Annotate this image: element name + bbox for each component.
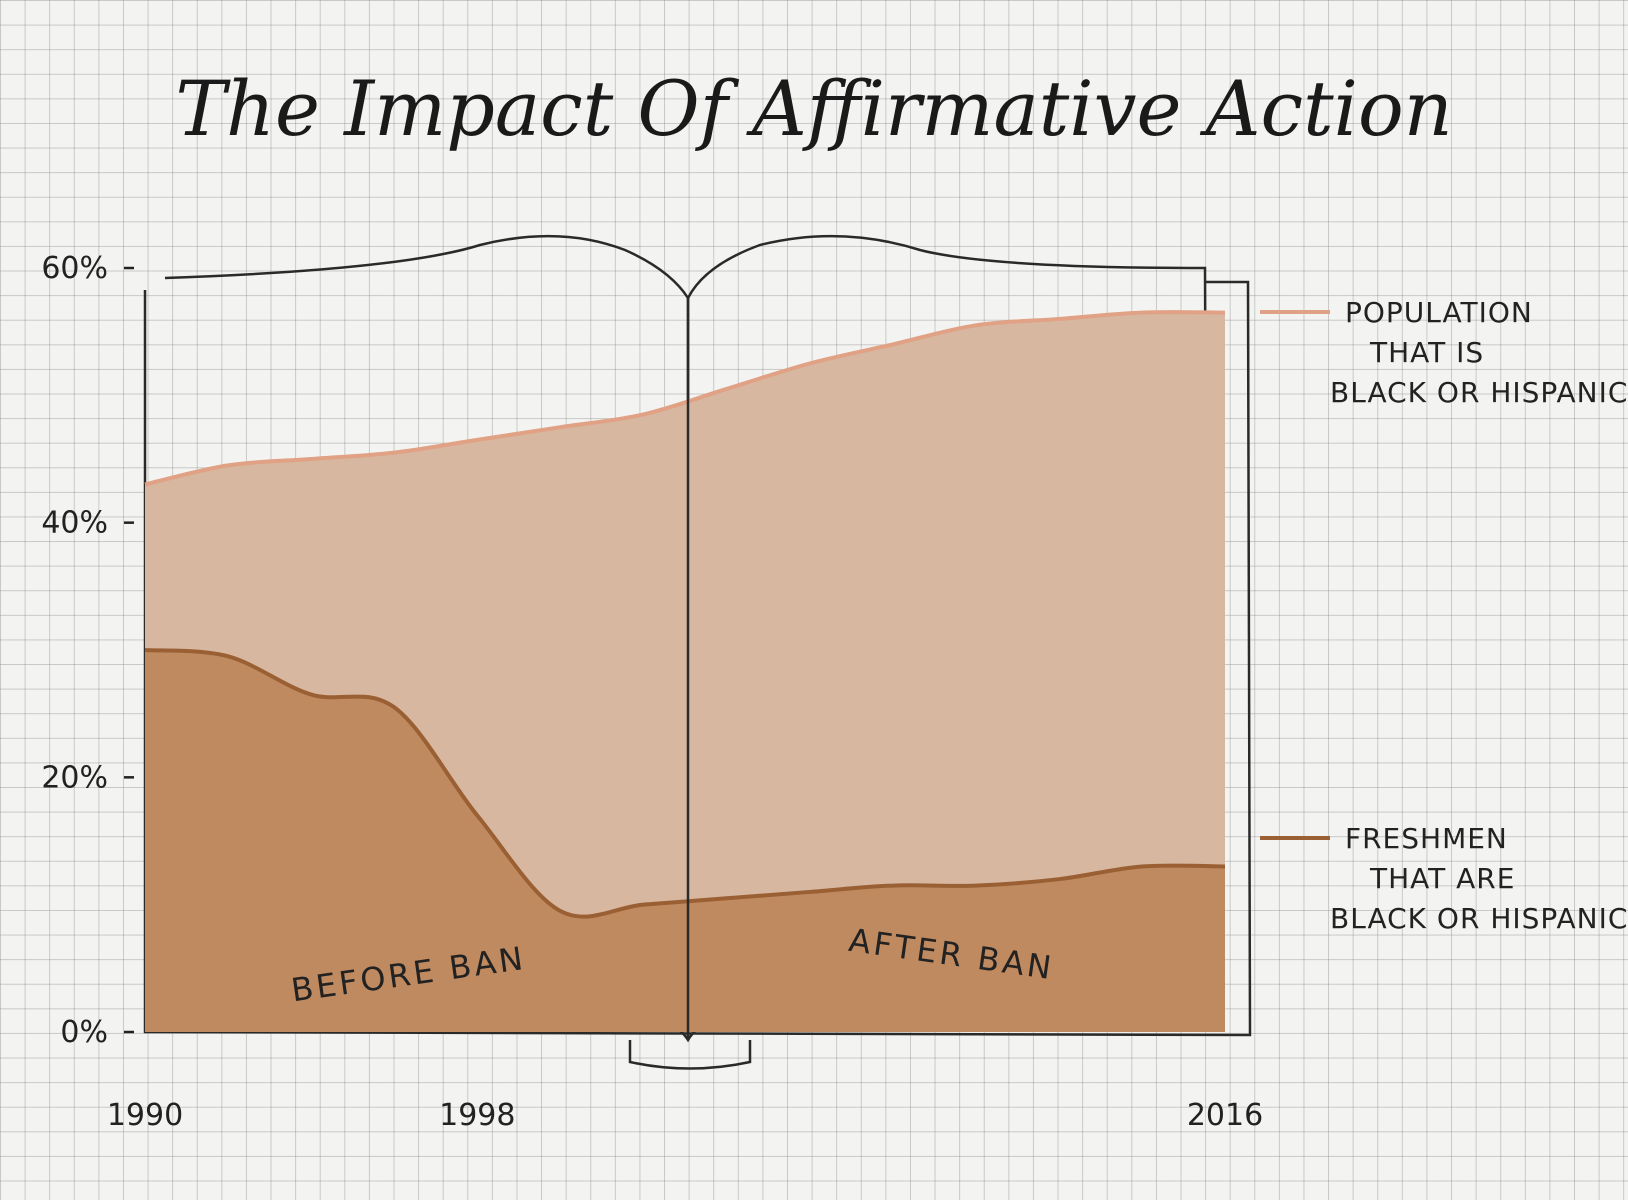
y-tick-label: 20% xyxy=(41,760,108,795)
y-axis: 0% 20% 40% 60% xyxy=(41,251,134,1050)
y-tick-label: 60% xyxy=(41,251,108,286)
legend-label-1: THAT ARE xyxy=(1369,862,1515,895)
legend-label-1: BLACK OR HISPANIC xyxy=(1330,902,1628,935)
area-series-1 xyxy=(145,650,1225,1032)
line-series-0 xyxy=(144,310,1226,487)
x-tick-label: 1998 xyxy=(439,1098,515,1133)
x-tick-label: 1990 xyxy=(107,1098,183,1133)
legend-label-0: BLACK OR HISPANIC xyxy=(1330,376,1628,409)
legend-label-0: POPULATION xyxy=(1345,296,1533,329)
legend-label-1: FRESHMEN xyxy=(1345,822,1508,855)
x-tick-label: 2016 xyxy=(1187,1098,1263,1133)
y-tick-label: 40% xyxy=(41,506,108,541)
legend: POPULATION THAT IS BLACK OR HISPANIC FRESHM… xyxy=(1260,296,1628,935)
plot-area xyxy=(144,298,1226,1040)
chart-title: The Impact Of Affirmative Action xyxy=(175,64,1452,153)
legend-label-0: THAT IS xyxy=(1369,336,1484,369)
x-axis: 1990 1998 2016 xyxy=(107,1098,1263,1133)
y-tick-label: 0% xyxy=(60,1015,108,1050)
line-series-1 xyxy=(144,648,1226,919)
